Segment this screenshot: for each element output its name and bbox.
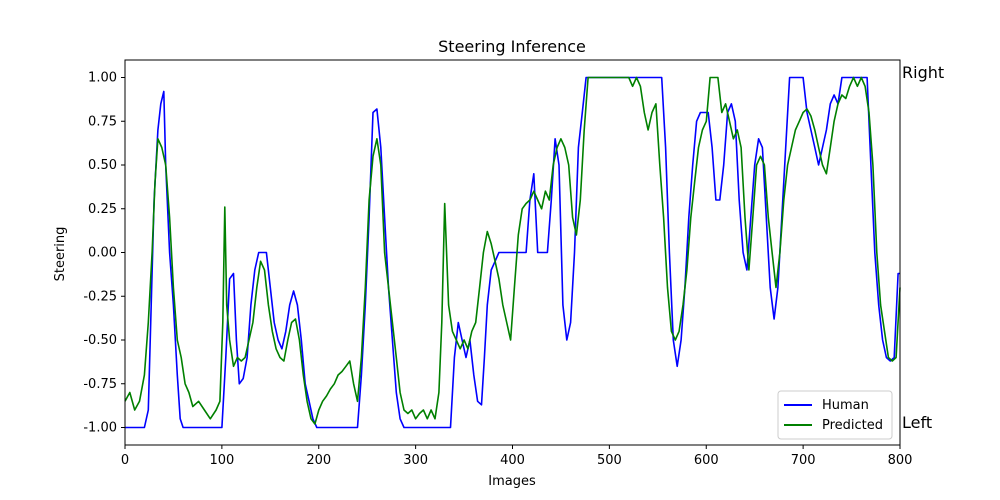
- x-axis-label: Images: [488, 474, 536, 489]
- y-axis-ticks: -1.00 -0.75 -0.50 -0.25 0.00 0.25 0.50 0.75 1.00: [83, 71, 125, 436]
- y-tick-label: -0.75: [83, 377, 117, 392]
- x-tick-label: 700: [791, 453, 816, 468]
- x-tick-label: 100: [209, 453, 234, 468]
- y-tick-label: 1.00: [88, 71, 117, 86]
- series-line-human: [125, 76, 900, 429]
- y-tick-label: -0.25: [83, 289, 117, 304]
- right-annotation: Right: [902, 63, 944, 82]
- legend: Human Predicted: [777, 390, 893, 440]
- plot-frame: [124, 59, 901, 446]
- y-tick-label: 0.25: [88, 202, 117, 217]
- legend-label-predicted: Predicted: [822, 418, 883, 433]
- y-tick-label: 0.50: [88, 158, 117, 173]
- x-axis-ticks: 0 100 200 300 400 500 600 700 800: [121, 445, 913, 468]
- plot-area: [124, 76, 901, 429]
- y-tick-label: -1.00: [83, 421, 117, 436]
- legend-label-human: Human: [822, 398, 869, 413]
- legend-box: [777, 390, 893, 440]
- x-tick-label: 0: [121, 453, 129, 468]
- x-tick-label: 800: [888, 453, 913, 468]
- series-line-predicted: [124, 76, 901, 425]
- y-axis-label: Steering: [53, 227, 68, 282]
- y-tick-label: 0.75: [88, 114, 117, 129]
- x-tick-label: 500: [597, 453, 622, 468]
- x-tick-label: 300: [403, 453, 428, 468]
- x-tick-label: 400: [500, 453, 525, 468]
- chart-title: Steering Inference: [438, 37, 586, 56]
- x-tick-label: 600: [694, 453, 719, 468]
- left-annotation: Left: [902, 413, 932, 432]
- y-tick-label: 0.00: [88, 246, 117, 261]
- x-tick-label: 200: [306, 453, 331, 468]
- y-tick-label: -0.50: [83, 333, 117, 348]
